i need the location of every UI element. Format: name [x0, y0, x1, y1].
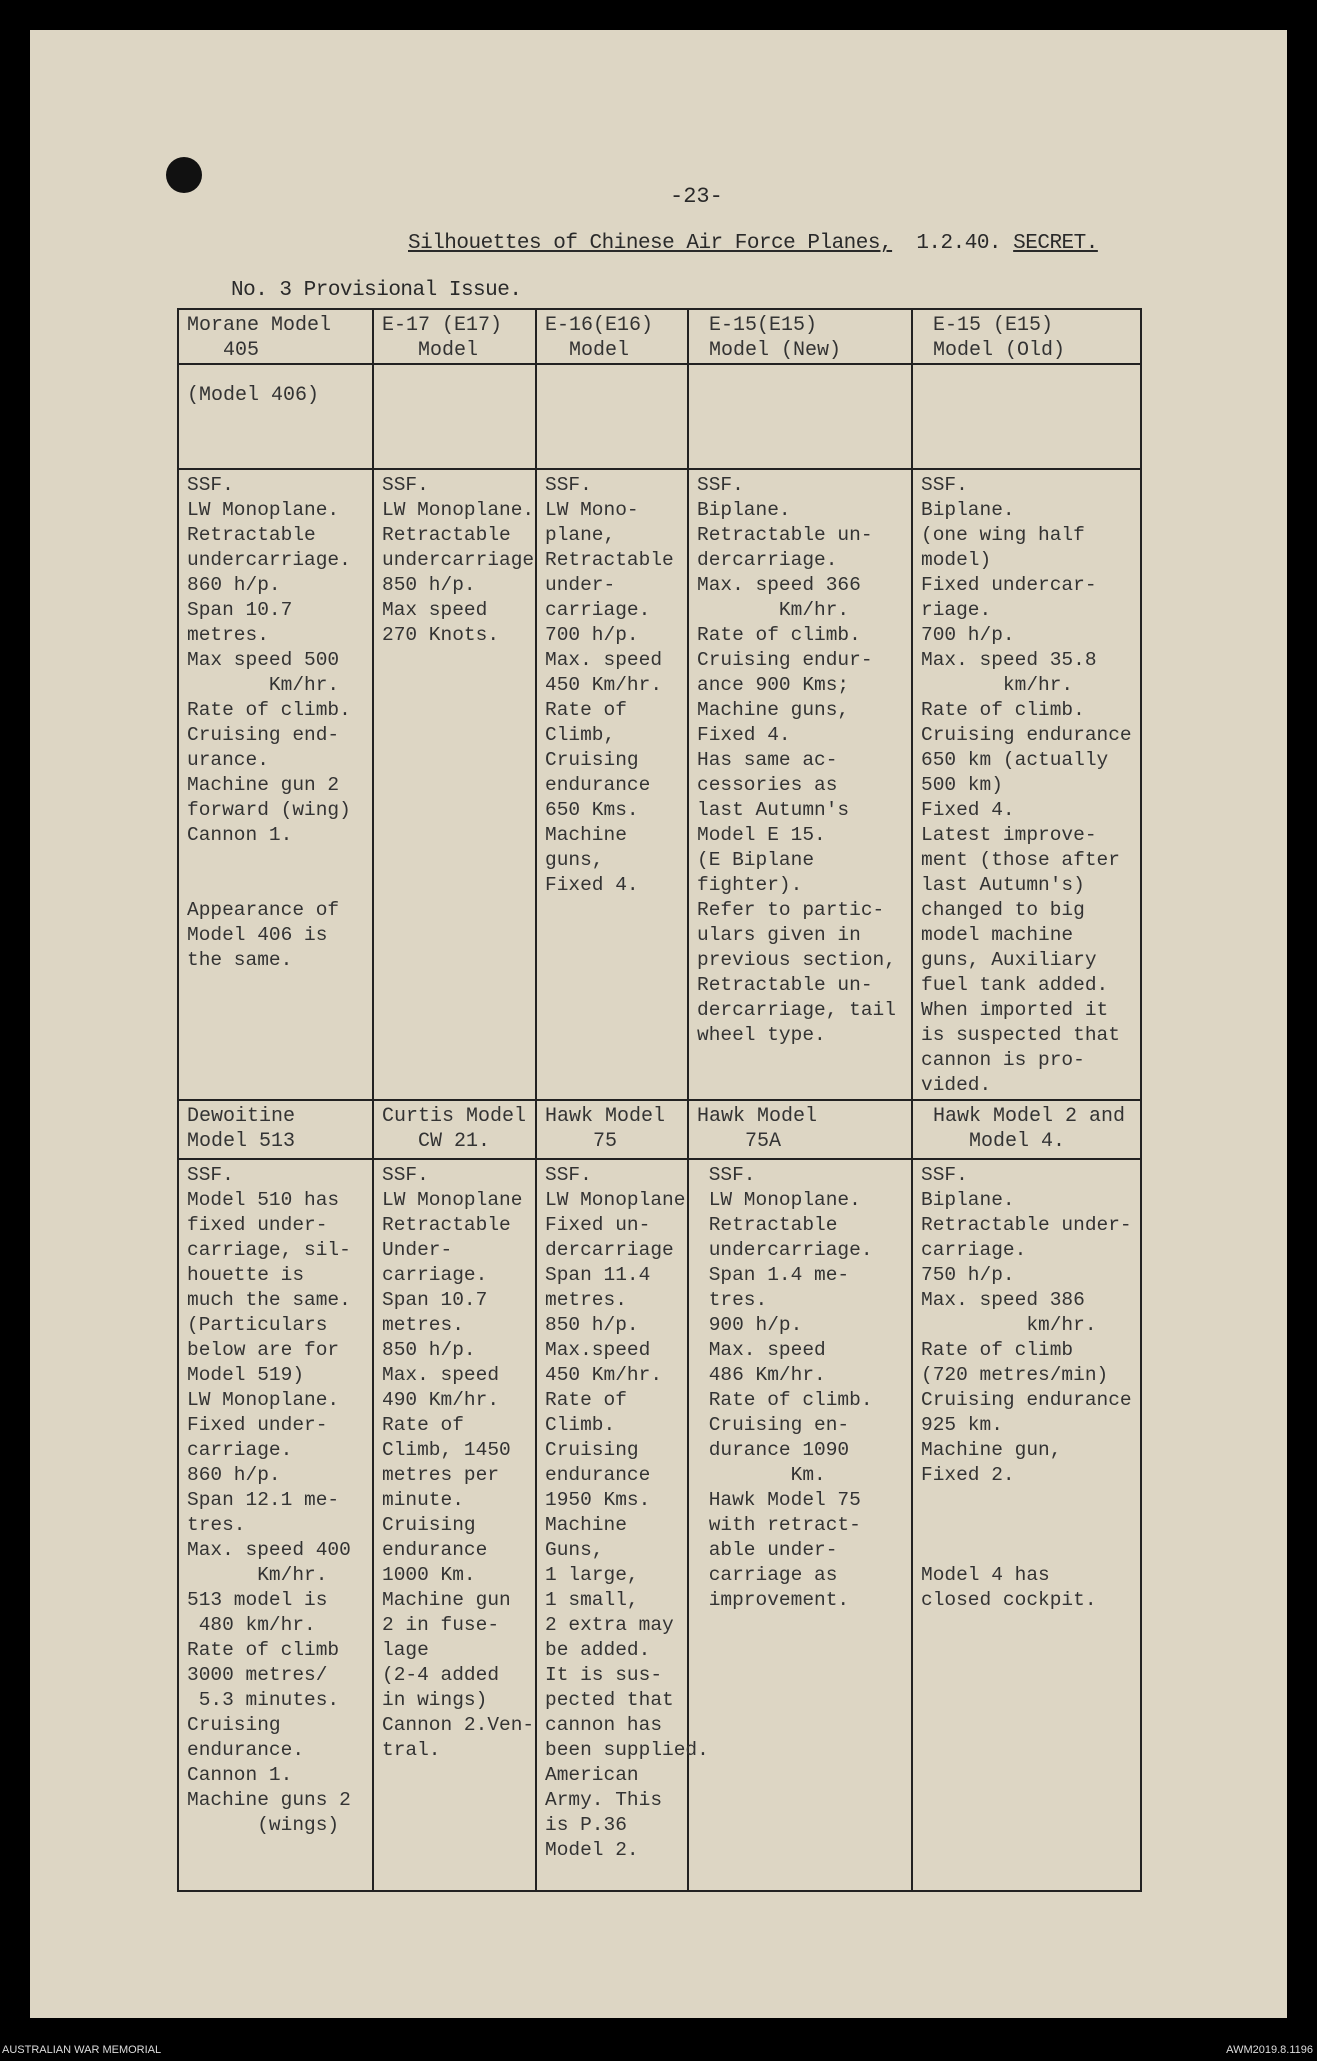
column-header: E-17 (E17) Model	[372, 308, 537, 365]
title-main: Silhouettes of Chinese Air Force Planes,	[408, 232, 893, 255]
column-header: Hawk Model 2 and Model 4.	[911, 1099, 1142, 1160]
subheader-cell	[687, 363, 913, 470]
table-cell: SSF. Biplane. (one wing half model) Fixe…	[911, 468, 1142, 1101]
table-cell: SSF. LW Monoplane Fixed un- dercarriage …	[535, 1158, 709, 1892]
subheader-cell	[372, 363, 537, 470]
subheader-cell	[535, 363, 689, 470]
column-header: Hawk Model 75A	[687, 1099, 913, 1160]
column-header: E-15(E15) Model (New)	[687, 308, 913, 365]
document-title: Silhouettes of Chinese Air Force Planes,…	[408, 232, 1098, 255]
column-header: Morane Model 405	[177, 308, 374, 365]
punch-hole	[166, 157, 202, 193]
footer-institution: AUSTRALIAN WAR MEMORIAL	[2, 2044, 162, 2056]
table-cell: SSF. Model 510 has fixed under- carriage…	[177, 1158, 374, 1892]
issue-line: No. 3 Provisional Issue.	[231, 279, 522, 302]
table-cell: SSF. Biplane. Retractable un- dercarriag…	[687, 468, 913, 1101]
column-header: Dewoitine Model 513	[177, 1099, 374, 1160]
table-row: SSF. Model 510 has fixed under- carriage…	[177, 1158, 1142, 1892]
table-cell: SSF. LW Mono- plane, Retractable under- …	[535, 468, 689, 1101]
subheader-cell: (Model 406)	[177, 363, 374, 470]
aircraft-table: Morane Model 405 E-17 (E17) Model E-16(E…	[177, 308, 1142, 1892]
table-row: SSF. LW Monoplane. Retractable undercarr…	[177, 468, 1142, 1101]
column-header: E-16(E16) Model	[535, 308, 689, 365]
footer-accession: AWM2019.8.1196	[1226, 2044, 1313, 2056]
table-cell: SSF. LW Monoplane. Retractable undercarr…	[372, 468, 537, 1101]
header-row: Morane Model 405 E-17 (E17) Model E-16(E…	[177, 308, 1142, 365]
column-header: E-15 (E15) Model (Old)	[911, 308, 1142, 365]
page-number: -23-	[670, 184, 723, 209]
table-cell: SSF. LW Monoplane. Retractable undercarr…	[687, 1158, 913, 1892]
subheader-row: (Model 406)	[177, 363, 1142, 470]
table-cell: SSF. Biplane. Retractable under- carriag…	[911, 1158, 1142, 1892]
table-cell: SSF. LW Monoplane Retractable Under- car…	[372, 1158, 537, 1892]
subheader-cell	[911, 363, 1142, 470]
classification: SECRET.	[1013, 232, 1098, 255]
header-row: Dewoitine Model 513 Curtis Model CW 21. …	[177, 1099, 1142, 1160]
title-date: 1.2.40.	[916, 232, 1002, 255]
column-header: Curtis Model CW 21.	[372, 1099, 537, 1160]
column-header: Hawk Model 75	[535, 1099, 689, 1160]
table-cell: SSF. LW Monoplane. Retractable undercarr…	[177, 468, 374, 1101]
